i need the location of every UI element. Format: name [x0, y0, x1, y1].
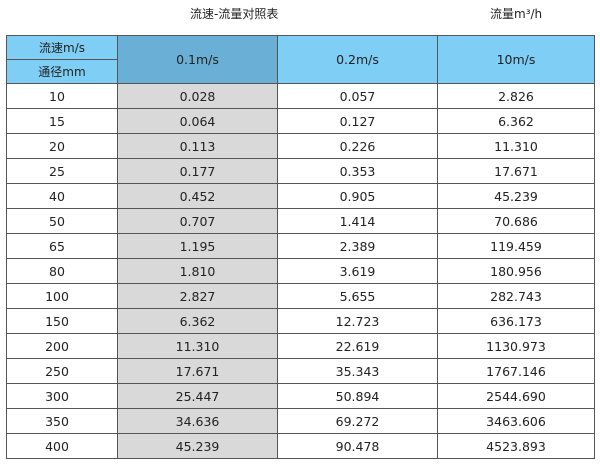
- flow-cell: 1.195: [117, 233, 278, 259]
- flow-cell: 0.353: [277, 158, 438, 184]
- diameter-cell: 250: [6, 358, 118, 384]
- flow-cell: 17.671: [437, 158, 595, 184]
- header-col-0: 0.1m/s: [117, 35, 278, 84]
- flow-cell: 5.655: [277, 283, 438, 309]
- flow-cell: 2.827: [117, 283, 278, 309]
- diameter-cell: 65: [6, 233, 118, 259]
- table-row: 25 0.177 0.353 17.671: [6, 158, 595, 184]
- header-col-1: 0.2m/s: [277, 35, 438, 84]
- flow-cell: 0.177: [117, 158, 278, 184]
- flow-cell: 90.478: [277, 433, 438, 459]
- table-row: 65 1.195 2.389 119.459: [6, 233, 595, 259]
- flow-cell: 0.707: [117, 208, 278, 234]
- table-row: 250 17.671 35.343 1767.146: [6, 358, 595, 384]
- table-row: 50 0.707 1.414 70.686: [6, 208, 595, 234]
- flow-cell: 34.636: [117, 408, 278, 434]
- flow-cell: 2544.690: [437, 383, 595, 409]
- flow-cell: 2.389: [277, 233, 438, 259]
- flow-cell: 1767.146: [437, 358, 595, 384]
- header-row: 流速m/s 0.1m/s 0.2m/s 10m/s: [6, 35, 595, 84]
- diameter-cell: 15: [6, 108, 118, 134]
- diameter-cell: 350: [6, 408, 118, 434]
- diameter-cell: 10: [6, 83, 118, 109]
- table-row: 300 25.447 50.894 2544.690: [6, 383, 595, 409]
- flow-cell: 1.414: [277, 208, 438, 234]
- table-row: 15 0.064 0.127 6.362: [6, 108, 595, 134]
- table-row: 20 0.113 0.226 11.310: [6, 133, 595, 159]
- flow-cell: 11.310: [437, 133, 595, 159]
- flow-table: 流速m/s 0.1m/s 0.2m/s 10m/s 通径mm 10 0.028 0.…: [6, 35, 595, 459]
- flow-cell: 3.619: [277, 258, 438, 284]
- flow-cell: 0.064: [117, 108, 278, 134]
- table-row: 350 34.636 69.272 3463.606: [6, 408, 595, 434]
- flow-cell: 35.343: [277, 358, 438, 384]
- flow-cell: 636.173: [437, 308, 595, 334]
- flow-cell: 6.362: [437, 108, 595, 134]
- table-row: 40 0.452 0.905 45.239: [6, 183, 595, 209]
- unit-label: 流量m³/h: [490, 7, 543, 21]
- diameter-cell: 300: [6, 383, 118, 409]
- flow-cell: 45.239: [437, 183, 595, 209]
- flow-cell: 69.272: [277, 408, 438, 434]
- flow-cell: 50.894: [277, 383, 438, 409]
- diameter-cell: 25: [6, 158, 118, 184]
- flow-cell: 2.826: [437, 83, 595, 109]
- diameter-cell: 50: [6, 208, 118, 234]
- flow-cell: 0.113: [117, 133, 278, 159]
- flow-cell: 17.671: [117, 358, 278, 384]
- table-row: 10 0.028 0.057 2.826: [6, 83, 595, 109]
- table-title: 流速-流量对照表: [190, 7, 279, 21]
- flow-cell: 4523.893: [437, 433, 595, 459]
- table-row: 150 6.362 12.723 636.173: [6, 308, 595, 334]
- flow-cell: 180.956: [437, 258, 595, 284]
- flow-cell: 1.810: [117, 258, 278, 284]
- table-row: 200 11.310 22.619 1130.973: [6, 333, 595, 359]
- flow-cell: 0.028: [117, 83, 278, 109]
- flow-cell: 11.310: [117, 333, 278, 359]
- table-row: 80 1.810 3.619 180.956: [6, 258, 595, 284]
- diameter-cell: 200: [6, 333, 118, 359]
- flow-cell: 0.127: [277, 108, 438, 134]
- diameter-cell: 150: [6, 308, 118, 334]
- table-row: 400 45.239 90.478 4523.893: [6, 433, 595, 459]
- header-velocity-label: 流速m/s: [6, 35, 118, 60]
- header-col-2: 10m/s: [437, 35, 595, 84]
- flow-cell: 45.239: [117, 433, 278, 459]
- diameter-cell: 80: [6, 258, 118, 284]
- flow-cell: 119.459: [437, 233, 595, 259]
- header-row-2: 通径mm: [6, 59, 595, 84]
- flow-cell: 25.447: [117, 383, 278, 409]
- flow-cell: 22.619: [277, 333, 438, 359]
- flow-cell: 6.362: [117, 308, 278, 334]
- flow-cell: 0.452: [117, 183, 278, 209]
- flow-cell: 0.905: [277, 183, 438, 209]
- diameter-cell: 100: [6, 283, 118, 309]
- diameter-cell: 20: [6, 133, 118, 159]
- table-row: 100 2.827 5.655 282.743: [6, 283, 595, 309]
- header-diameter-label: 通径mm: [6, 59, 118, 84]
- flow-cell: 1130.973: [437, 333, 595, 359]
- diameter-cell: 40: [6, 183, 118, 209]
- flow-cell: 282.743: [437, 283, 595, 309]
- diameter-cell: 400: [6, 433, 118, 459]
- flow-cell: 12.723: [277, 308, 438, 334]
- flow-cell: 3463.606: [437, 408, 595, 434]
- flow-cell: 0.226: [277, 133, 438, 159]
- flow-cell: 70.686: [437, 208, 595, 234]
- flow-cell: 0.057: [277, 83, 438, 109]
